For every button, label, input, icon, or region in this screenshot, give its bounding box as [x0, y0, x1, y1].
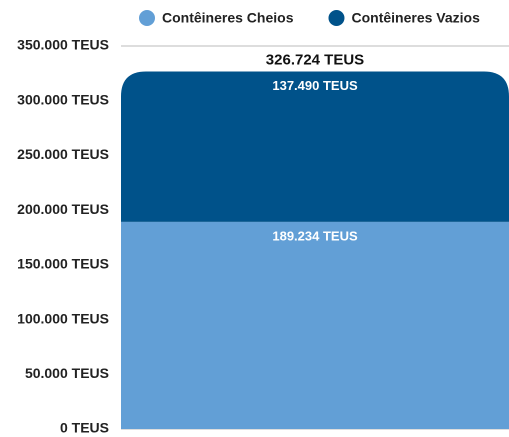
legend-label: Contêineres Cheios	[162, 10, 294, 26]
y-tick-label: 200.000 TEUS	[17, 201, 109, 217]
data-label: 189.234 TEUS	[272, 228, 358, 243]
y-tick-label: 350.000 TEUS	[17, 37, 109, 53]
y-tick-label: 0 TEUS	[60, 420, 109, 436]
bar-segment	[121, 71, 509, 222]
y-tick-label: 100.000 TEUS	[17, 310, 109, 326]
legend-swatch	[139, 10, 155, 26]
y-tick-label: 300.000 TEUS	[17, 91, 109, 107]
y-tick-label: 250.000 TEUS	[17, 146, 109, 162]
legend-swatch	[328, 10, 345, 26]
bar-segment	[121, 221, 509, 429]
y-tick-label: 150.000 TEUS	[17, 256, 109, 272]
data-label: 137.490 TEUS	[272, 78, 358, 93]
legend-label: Contêineres Vazios	[351, 10, 480, 26]
total-label: 326.724 TEUS	[266, 51, 364, 68]
y-tick-label: 50.000 TEUS	[25, 365, 109, 381]
